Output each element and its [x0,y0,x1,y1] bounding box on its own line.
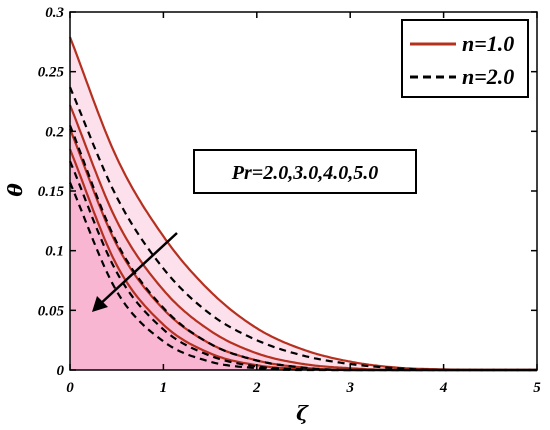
x-axis-label: ζ [296,401,309,425]
y-tick-label-2: 0.1 [45,244,64,260]
shading-layer [70,37,537,370]
direction-arrow [92,232,178,312]
y-tick-label-1: 0.05 [38,303,65,319]
y-tick-label-6: 0.3 [45,5,64,21]
legend-frame [401,19,529,98]
annotation-text: Pr=2.0,3.0,4.0,5.0 [231,162,378,184]
series-shading-3 [70,149,537,370]
arrow-head [92,296,108,312]
legend-label-n2: n=2.0 [462,64,514,89]
series-shading-0 [70,37,537,370]
legend: n=1.0 n=2.0 [401,19,529,98]
y-tick-label-3: 0.15 [38,184,65,200]
x-tick-label-5: 5 [533,380,541,396]
series-line-6 [68,160,537,372]
x-tick-label-0: 0 [66,380,74,396]
annotation-box-frame [193,149,417,194]
x-tick-label-1: 1 [160,380,168,396]
y-tick-label-5: 0.25 [38,65,65,81]
annotation-box: Pr=2.0,3.0,4.0,5.0 [193,149,417,194]
arrow-shaft [97,232,178,307]
series-shading-2 [70,128,537,370]
x-tick-label-4: 4 [439,380,448,396]
legend-label-n1: n=1.0 [462,31,514,56]
y-axis-label: θ [3,183,27,197]
series-shading-1 [70,105,537,370]
x-tick-label-2: 2 [252,380,261,396]
axes-layer: 0 1 2 3 4 5 0 0.05 0.1 0.15 0.2 0.25 0.3 [38,5,542,396]
x-tick-label-3: 3 [345,380,354,396]
y-tick-label-4: 0.2 [45,124,64,140]
y-tick-label-0: 0 [57,363,65,379]
